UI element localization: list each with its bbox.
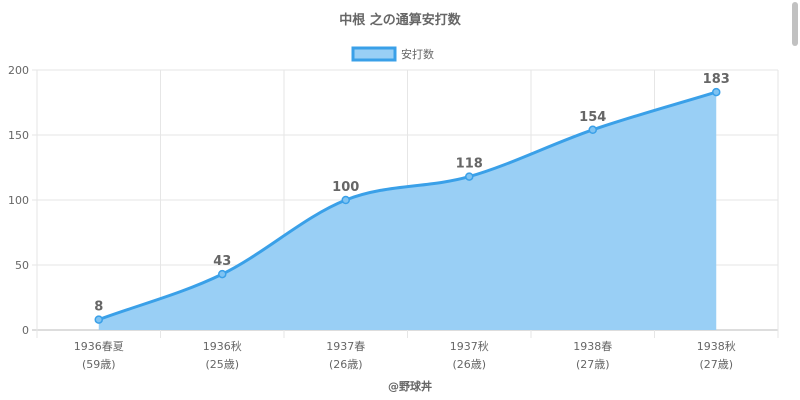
series-line [98, 90, 717, 322]
data-label: 43 [213, 254, 231, 269]
x-tick-label: 1937春 [326, 340, 365, 353]
legend-swatch [351, 46, 397, 62]
legend[interactable]: 安打数 [351, 46, 434, 62]
data-label: 8 [94, 300, 103, 315]
data-point [94, 315, 103, 324]
data-label: 183 [703, 72, 730, 87]
series-layer [94, 87, 721, 330]
x-tick-label: (59歳) [82, 358, 116, 371]
data-label: 100 [332, 180, 359, 195]
chart-title: 中根 之の通算安打数 [339, 12, 462, 28]
scrollbar-thumb[interactable] [792, 2, 798, 46]
data-point [218, 269, 227, 279]
series-area [98, 92, 717, 330]
data-point [588, 125, 597, 135]
x-tick-label: (27歳) [699, 358, 733, 371]
x-tick-label: (27歳) [576, 358, 610, 371]
y-tick-label: 150 [8, 129, 29, 142]
data-labels: 8 43 100 118 154 183 [94, 72, 730, 315]
x-tick-label: 1938秋 [697, 339, 736, 353]
y-tick-label: 50 [15, 259, 29, 272]
y-tick-label: 100 [8, 194, 29, 207]
scrollbar[interactable] [790, 0, 800, 400]
x-tick-label: 1937秋 [450, 339, 489, 353]
x-axis: 1936春夏 (59歳) 1936秋 (25歳) 1937春 (26歳) 1937秋 (26歳… [74, 339, 736, 371]
x-tick-label: (25歳) [205, 358, 239, 371]
x-tick-label: (26歳) [329, 358, 363, 371]
x-tick-label: 1938春 [573, 340, 612, 353]
x-tick-label: 1936春夏 [74, 340, 124, 353]
y-tick-label: 0 [22, 324, 29, 337]
data-point [341, 195, 350, 205]
x-tick-label: (26歳) [452, 358, 486, 371]
data-point [712, 87, 721, 97]
data-point [465, 172, 474, 181]
data-label: 118 [456, 157, 483, 172]
data-label: 154 [579, 110, 606, 125]
legend-label: 安打数 [401, 47, 434, 61]
x-tick-label: 1936秋 [203, 339, 242, 353]
y-axis: 0 50 100 150 200 [8, 64, 29, 337]
y-tick-label: 200 [8, 64, 29, 77]
source-credit: @野球丼 [388, 379, 432, 393]
